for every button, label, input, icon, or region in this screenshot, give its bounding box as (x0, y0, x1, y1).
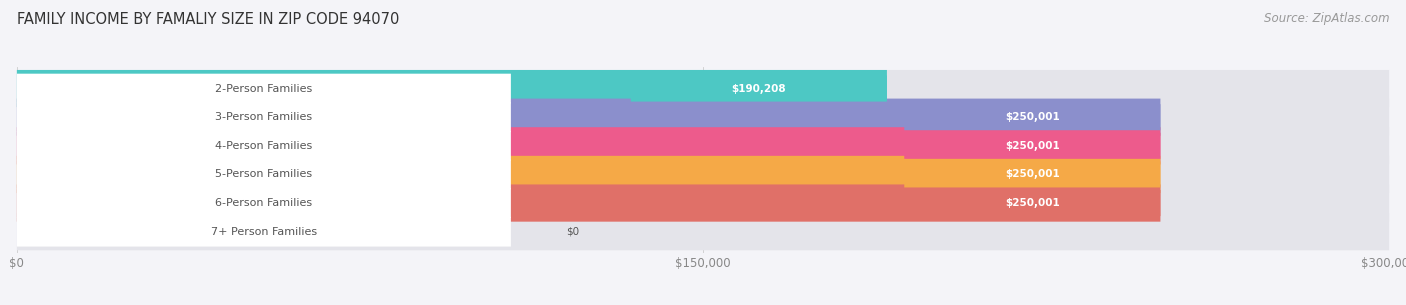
FancyBboxPatch shape (17, 70, 1389, 107)
FancyBboxPatch shape (17, 102, 510, 132)
Text: 2-Person Families: 2-Person Families (215, 84, 312, 94)
Text: $0: $0 (565, 227, 579, 237)
FancyBboxPatch shape (17, 156, 1160, 193)
FancyBboxPatch shape (17, 70, 887, 107)
Text: Source: ZipAtlas.com: Source: ZipAtlas.com (1264, 12, 1389, 25)
Text: 3-Person Families: 3-Person Families (215, 112, 312, 122)
FancyBboxPatch shape (904, 190, 1160, 216)
FancyBboxPatch shape (17, 217, 510, 246)
FancyBboxPatch shape (17, 127, 1389, 164)
FancyBboxPatch shape (17, 160, 510, 189)
FancyBboxPatch shape (17, 74, 510, 103)
FancyBboxPatch shape (17, 99, 1389, 136)
FancyBboxPatch shape (17, 185, 1389, 222)
FancyBboxPatch shape (17, 188, 510, 218)
Text: $250,001: $250,001 (1005, 112, 1060, 122)
FancyBboxPatch shape (17, 131, 510, 161)
FancyBboxPatch shape (631, 76, 887, 102)
FancyBboxPatch shape (904, 133, 1160, 159)
Text: FAMILY INCOME BY FAMALIY SIZE IN ZIP CODE 94070: FAMILY INCOME BY FAMALIY SIZE IN ZIP COD… (17, 12, 399, 27)
Text: $250,001: $250,001 (1005, 141, 1060, 151)
FancyBboxPatch shape (17, 99, 1160, 136)
FancyBboxPatch shape (904, 104, 1160, 130)
FancyBboxPatch shape (17, 213, 1389, 250)
Text: $250,001: $250,001 (1005, 198, 1060, 208)
Text: 6-Person Families: 6-Person Families (215, 198, 312, 208)
Text: 4-Person Families: 4-Person Families (215, 141, 312, 151)
FancyBboxPatch shape (904, 161, 1160, 188)
Text: $190,208: $190,208 (731, 84, 786, 94)
FancyBboxPatch shape (17, 185, 1160, 222)
Text: 7+ Person Families: 7+ Person Families (211, 227, 316, 237)
Text: 5-Person Families: 5-Person Families (215, 170, 312, 179)
FancyBboxPatch shape (17, 156, 1389, 193)
FancyBboxPatch shape (17, 127, 1160, 164)
Text: $250,001: $250,001 (1005, 170, 1060, 179)
